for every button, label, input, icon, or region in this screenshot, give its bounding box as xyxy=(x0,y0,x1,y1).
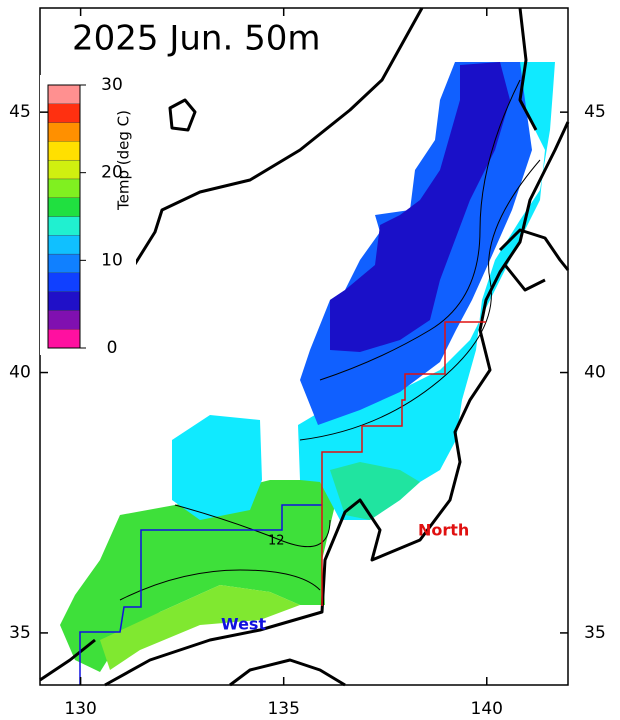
lon-tick-label: 140 xyxy=(471,699,503,719)
colorbar-segment xyxy=(47,235,81,255)
colorbar-tick-label: 10 xyxy=(101,250,123,270)
colorbar-label: Temp (deg C) xyxy=(115,110,133,211)
lat-tick-label: 35 xyxy=(584,623,606,643)
contour xyxy=(174,504,331,548)
coastline xyxy=(498,228,570,292)
map-title: 2025 Jun. 50m xyxy=(72,19,320,59)
cool-zone xyxy=(172,415,262,520)
north-region-box xyxy=(321,321,486,606)
colorbar-frame xyxy=(47,84,81,349)
lon-tick-label: 135 xyxy=(267,699,299,719)
colorbar-segment xyxy=(47,272,81,292)
colorbar-segment xyxy=(47,197,81,217)
colorbar-segment xyxy=(47,291,81,311)
warm-zone xyxy=(100,585,300,670)
island xyxy=(168,98,197,132)
contour-label: 12 xyxy=(268,534,285,549)
colorbar-segment xyxy=(47,310,81,330)
colorbar-segment xyxy=(47,216,81,236)
contour xyxy=(319,79,521,381)
colorbar-tick-label: 20 xyxy=(101,163,123,183)
lon-tick-label: 130 xyxy=(64,699,96,719)
region-label: West xyxy=(221,615,266,634)
coastline xyxy=(39,638,96,682)
lat-tick-label: 40 xyxy=(584,363,606,383)
colorbar-tick-label: 30 xyxy=(101,75,123,95)
colorbar-segment xyxy=(47,122,81,142)
lat-tick-label: 45 xyxy=(9,102,31,122)
colorbar-segment xyxy=(47,159,81,180)
coastlines xyxy=(39,7,570,687)
coastline xyxy=(104,121,570,687)
lat-tick-label: 45 xyxy=(584,102,606,122)
colorbar-segment xyxy=(47,84,81,104)
colorbar-segment xyxy=(47,329,81,349)
colorbar-segment xyxy=(47,103,81,123)
region-label: North xyxy=(418,521,469,540)
coastline xyxy=(229,658,346,687)
lat-tick-label: 35 xyxy=(9,623,31,643)
west-region-box xyxy=(79,504,322,685)
lat-tick-label: 40 xyxy=(9,363,31,383)
colorbar-segment xyxy=(47,178,81,198)
colorbar-segment xyxy=(47,253,81,274)
coastline xyxy=(518,7,538,131)
colorbar-tick-label: 0 xyxy=(107,338,118,358)
temperature-field xyxy=(60,62,555,672)
contour xyxy=(119,569,321,601)
colorbar-segment xyxy=(47,141,81,161)
warm-zone xyxy=(60,480,335,672)
coldest-zone xyxy=(330,62,510,352)
